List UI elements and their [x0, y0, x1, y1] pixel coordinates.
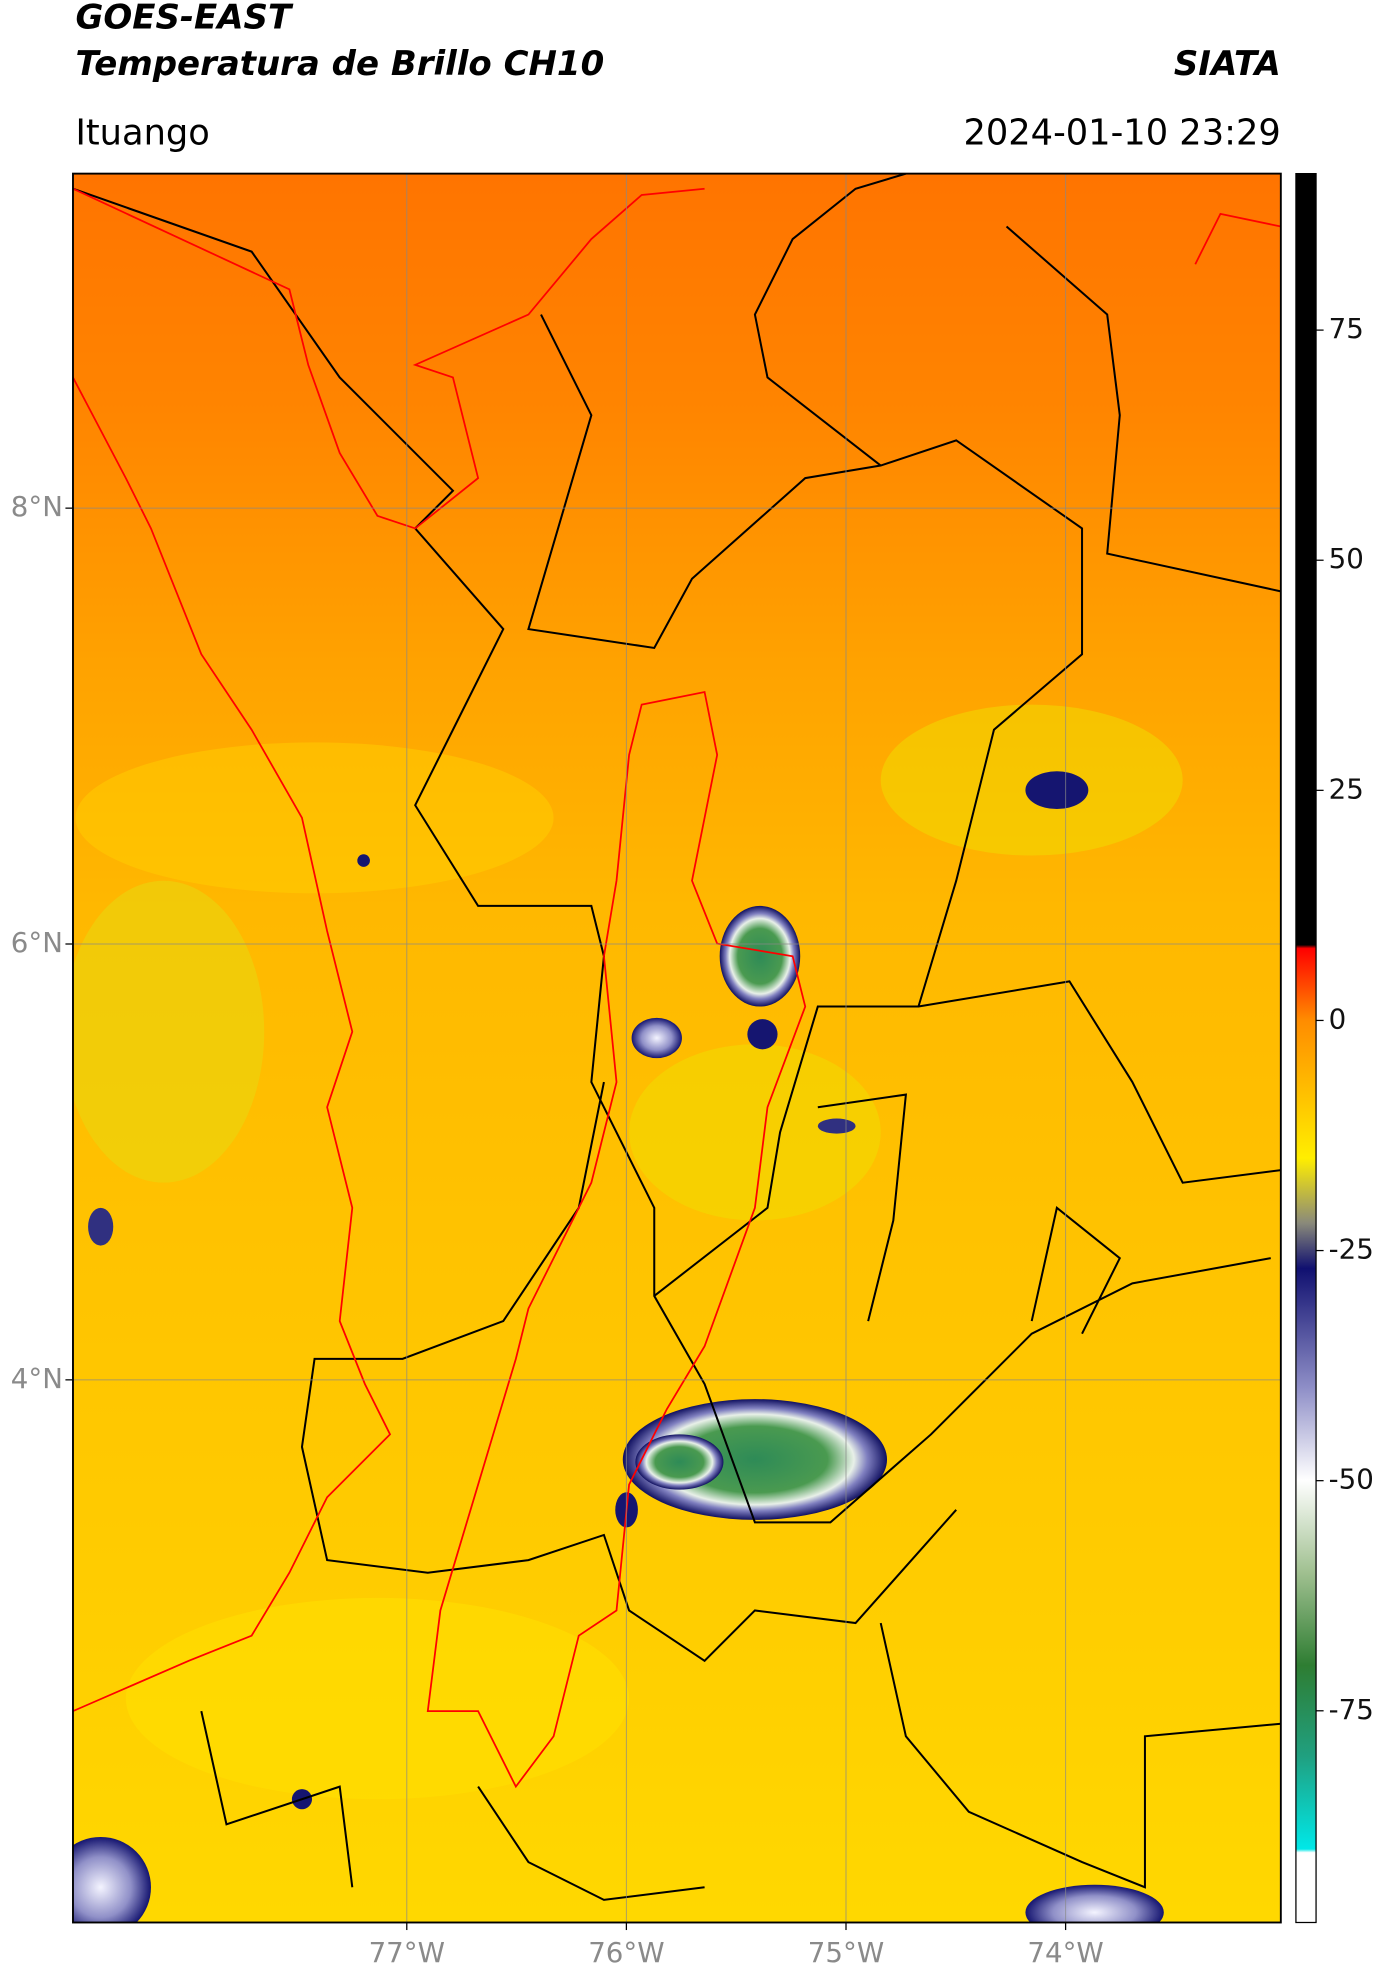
colorbar-tick-label: -25: [1329, 1233, 1374, 1266]
colorbar-tick-label: 0: [1329, 1002, 1347, 1035]
colorbar-tick-label: 75: [1329, 312, 1364, 345]
subtitle: Temperatura de Brillo CH10: [75, 44, 604, 84]
colorbar-tick-label: 25: [1329, 772, 1364, 805]
title: GOES-EAST: [75, 0, 293, 37]
map-frame: [72, 172, 1282, 1924]
map-image: [72, 173, 1281, 1923]
colorbar-tick-label: -50: [1329, 1463, 1374, 1496]
colorbar-tick-label: -75: [1329, 1693, 1374, 1726]
lon-tick-label: 76°W: [588, 1936, 664, 1969]
lon-tick-label: 75°W: [808, 1936, 884, 1969]
datetime: 2024-01-10 23:29: [963, 113, 1280, 154]
lat-tick-label: 8°N: [11, 490, 63, 523]
lon-tick-label: 74°W: [1027, 1936, 1103, 1969]
lat-tick-label: 4°N: [11, 1362, 63, 1395]
brand: SIATA: [1174, 44, 1281, 84]
lon-tick-label: 77°W: [369, 1936, 445, 1969]
lat-tick-label: 6°N: [11, 926, 63, 959]
location: Ituango: [75, 113, 209, 154]
colorbar: [1295, 172, 1317, 1924]
colorbar-tick-label: 50: [1329, 542, 1364, 575]
